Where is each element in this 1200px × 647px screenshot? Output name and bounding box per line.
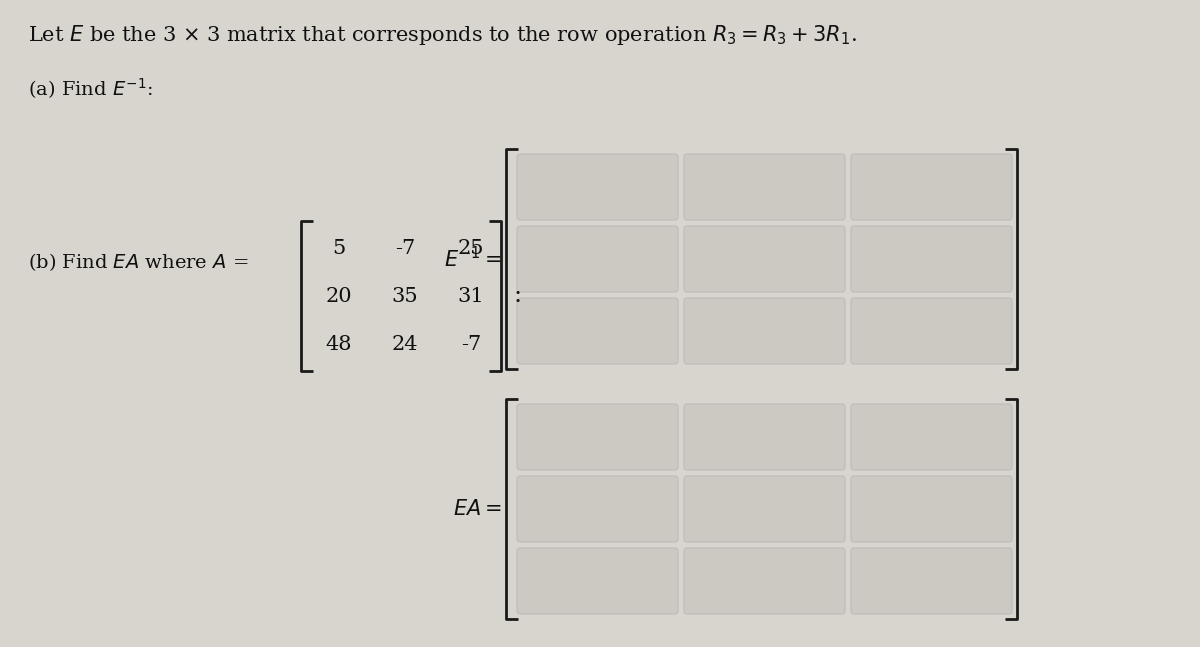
FancyBboxPatch shape — [851, 404, 1012, 470]
FancyBboxPatch shape — [517, 476, 678, 542]
FancyBboxPatch shape — [851, 548, 1012, 614]
FancyBboxPatch shape — [684, 548, 845, 614]
FancyBboxPatch shape — [851, 154, 1012, 220]
FancyBboxPatch shape — [517, 154, 678, 220]
Text: 35: 35 — [391, 287, 419, 305]
FancyBboxPatch shape — [851, 226, 1012, 292]
Text: -7: -7 — [461, 334, 481, 353]
FancyBboxPatch shape — [684, 476, 845, 542]
FancyBboxPatch shape — [517, 404, 678, 470]
FancyBboxPatch shape — [851, 298, 1012, 364]
Text: 24: 24 — [391, 334, 419, 353]
Text: -7: -7 — [395, 239, 415, 258]
Text: :: : — [514, 285, 521, 307]
Text: $EA =$: $EA =$ — [454, 499, 502, 519]
Text: (b) Find $EA$ where $A$ =: (b) Find $EA$ where $A$ = — [28, 251, 251, 273]
Text: 25: 25 — [457, 239, 485, 258]
Text: Let $E$ be the 3 $\times$ 3 matrix that corresponds to the row operation $R_3 = : Let $E$ be the 3 $\times$ 3 matrix that … — [28, 23, 857, 47]
Text: 5: 5 — [332, 239, 346, 258]
Text: (a) Find $E^{-1}$:: (a) Find $E^{-1}$: — [28, 76, 152, 102]
FancyBboxPatch shape — [851, 476, 1012, 542]
FancyBboxPatch shape — [517, 298, 678, 364]
FancyBboxPatch shape — [684, 298, 845, 364]
Text: 20: 20 — [325, 287, 353, 305]
Text: 31: 31 — [457, 287, 485, 305]
Text: $E^{-1} =$: $E^{-1} =$ — [444, 247, 502, 272]
FancyBboxPatch shape — [684, 404, 845, 470]
FancyBboxPatch shape — [517, 226, 678, 292]
FancyBboxPatch shape — [684, 154, 845, 220]
FancyBboxPatch shape — [684, 226, 845, 292]
FancyBboxPatch shape — [517, 548, 678, 614]
Text: 48: 48 — [325, 334, 353, 353]
